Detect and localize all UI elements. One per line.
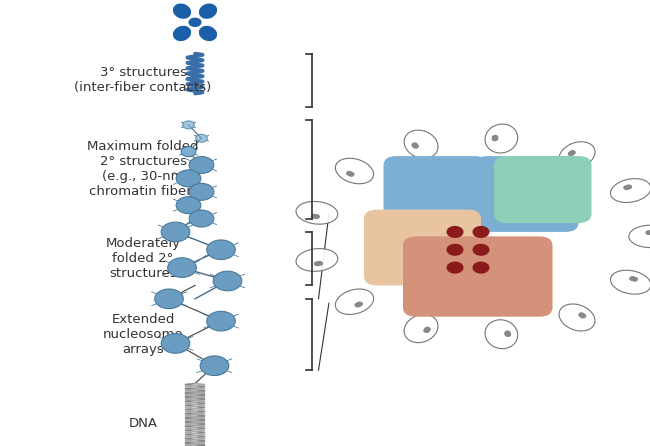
Text: DNA: DNA [129, 417, 157, 430]
Ellipse shape [335, 289, 374, 314]
Circle shape [473, 262, 489, 273]
Circle shape [646, 231, 650, 235]
Ellipse shape [296, 248, 338, 271]
Ellipse shape [296, 202, 338, 224]
Circle shape [200, 356, 229, 376]
Ellipse shape [189, 18, 201, 26]
Circle shape [505, 333, 510, 336]
Circle shape [413, 145, 418, 148]
Circle shape [311, 215, 317, 218]
Circle shape [580, 314, 586, 318]
FancyBboxPatch shape [364, 210, 481, 285]
Ellipse shape [485, 320, 517, 349]
Circle shape [412, 143, 417, 147]
Circle shape [447, 227, 463, 237]
Circle shape [649, 231, 650, 235]
Circle shape [632, 277, 638, 281]
Circle shape [505, 331, 510, 335]
Ellipse shape [629, 225, 650, 248]
Circle shape [315, 262, 320, 265]
Ellipse shape [174, 4, 190, 18]
Circle shape [189, 210, 214, 227]
Circle shape [176, 170, 201, 187]
Circle shape [492, 137, 497, 140]
Ellipse shape [200, 4, 216, 18]
Ellipse shape [174, 26, 190, 41]
Circle shape [155, 289, 183, 309]
Text: Moderately
folded 2°
structures: Moderately folded 2° structures [105, 237, 181, 280]
Ellipse shape [335, 158, 374, 184]
Circle shape [447, 244, 463, 255]
Circle shape [207, 240, 235, 260]
Ellipse shape [485, 124, 517, 153]
Circle shape [346, 172, 352, 175]
Circle shape [579, 313, 584, 317]
FancyBboxPatch shape [403, 236, 552, 317]
Text: Extended
nucleosome
arrays: Extended nucleosome arrays [103, 313, 183, 356]
Circle shape [183, 121, 194, 129]
Text: Maximum folded
2° structures
(e.g., 30-nm
chromatin fiber): Maximum folded 2° structures (e.g., 30-n… [87, 140, 199, 198]
Circle shape [357, 302, 362, 306]
Circle shape [473, 244, 489, 255]
Ellipse shape [404, 314, 438, 343]
Circle shape [355, 303, 360, 307]
Circle shape [181, 147, 196, 157]
Circle shape [493, 136, 498, 139]
Ellipse shape [200, 26, 216, 41]
Circle shape [189, 183, 214, 200]
Circle shape [473, 227, 489, 237]
Circle shape [626, 185, 631, 189]
Circle shape [196, 134, 207, 142]
Ellipse shape [559, 142, 595, 169]
Ellipse shape [610, 178, 650, 202]
Circle shape [161, 334, 190, 353]
Circle shape [213, 271, 242, 291]
FancyBboxPatch shape [474, 156, 578, 232]
Text: 3° structures
(inter-fiber contacts): 3° structures (inter-fiber contacts) [74, 66, 212, 94]
Circle shape [425, 327, 430, 331]
Circle shape [630, 277, 635, 281]
Circle shape [424, 329, 429, 332]
Circle shape [168, 258, 196, 277]
Circle shape [569, 152, 574, 156]
FancyBboxPatch shape [494, 156, 592, 223]
Circle shape [570, 151, 575, 154]
Ellipse shape [404, 130, 438, 158]
Circle shape [189, 157, 214, 173]
Circle shape [624, 186, 629, 190]
Circle shape [317, 262, 322, 265]
Circle shape [314, 215, 319, 219]
Ellipse shape [559, 304, 595, 331]
Circle shape [447, 262, 463, 273]
Ellipse shape [610, 270, 650, 294]
FancyBboxPatch shape [384, 156, 488, 232]
Circle shape [176, 197, 201, 214]
Circle shape [348, 173, 354, 176]
Circle shape [207, 311, 235, 331]
Circle shape [161, 222, 190, 242]
